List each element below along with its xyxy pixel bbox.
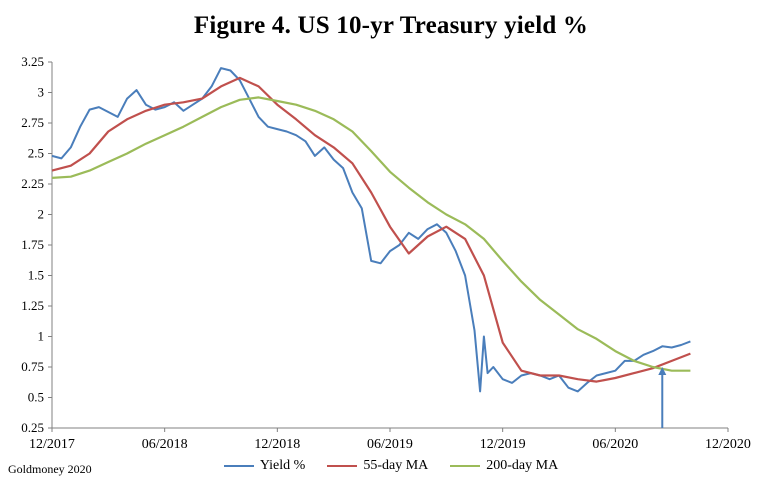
x-tick-label: 06/2020 [592,437,638,452]
y-tick-label: 1 [38,329,45,344]
legend-item-yield: Yield % [223,458,306,474]
x-tick-label: 12/2017 [29,437,75,452]
x-tick-label: 12/2018 [254,437,300,452]
y-tick-label: 0.25 [21,420,44,435]
source-note: Goldmoney 2020 [8,462,92,476]
x-tick-label: 12/2019 [480,437,526,452]
y-tick-label: 3 [38,85,45,100]
y-tick-label: 2.25 [21,176,44,191]
legend-label-yield: Yield % [259,458,306,473]
y-tick-label: 2 [38,207,45,222]
legend-label-200day: 200-day MA [486,458,559,473]
legend-swatch-yield [223,465,254,467]
series-line-55day-ma [51,76,691,383]
y-tick-label: 2.75 [21,115,44,130]
legend-label-55day: 55-day MA [363,458,429,473]
chart-title: Figure 4. US 10-yr Treasury yield % [193,12,589,39]
x-tick-label: 12/2020 [705,437,751,452]
y-tick-label: 1.25 [21,298,44,313]
y-tick-label: 2.5 [28,146,44,161]
y-tick-label: 0.75 [21,359,44,374]
legend-swatch-200day [450,465,481,467]
series-line-yield [51,67,691,393]
y-tick-label: 1.75 [21,237,44,252]
y-tick-label: 1.5 [28,268,44,283]
y-tick-label: 3.25 [21,54,44,69]
legend-swatch-55day [327,465,358,467]
x-tick-label: 06/2018 [142,437,188,452]
y-tick-label: 0.5 [28,390,44,405]
chart-legend: Yield % 55-day MA 200-day MA [0,458,782,474]
series-line-200day-ma [51,96,691,372]
x-tick-label: 06/2019 [367,437,413,452]
legend-item-55day: 55-day MA [327,458,428,474]
legend-item-200day: 200-day MA [450,458,558,474]
annotation-arrow-head [658,367,667,375]
